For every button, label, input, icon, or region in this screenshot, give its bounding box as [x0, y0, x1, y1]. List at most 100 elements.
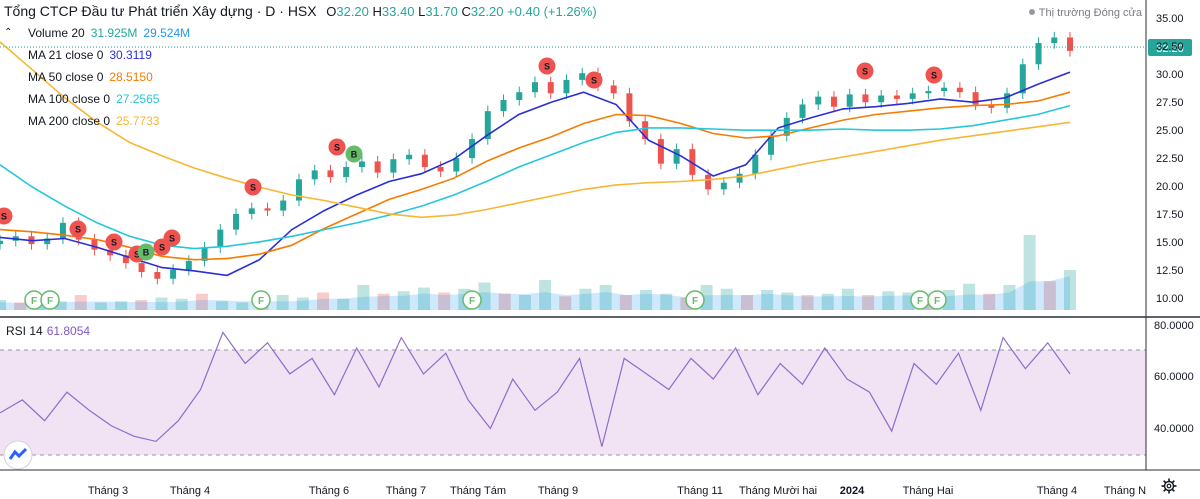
high-label: H: [372, 4, 382, 19]
buy-marker-circle: [345, 145, 363, 163]
candle-body: [280, 200, 287, 211]
candle-body: [1051, 37, 1058, 44]
candle-body: [248, 208, 255, 214]
volume-legend[interactable]: Volume 20 31.925M 29.524M: [28, 26, 190, 40]
moving-averages[interactable]: [0, 41, 1071, 277]
ma21-line: [0, 71, 1071, 277]
sell-marker[interactable]: S: [244, 178, 262, 196]
candle-body: [358, 161, 365, 168]
rsi-pane[interactable]: [0, 318, 1146, 470]
volume-bar: [438, 292, 451, 310]
candle-body: [91, 239, 98, 250]
volume-bar: [942, 290, 955, 310]
rsi-axis[interactable]: 80.0000 60.0000 40.0000: [1154, 320, 1194, 435]
settings-gear-icon[interactable]: [1161, 478, 1177, 499]
time-label: Tháng 4: [170, 485, 210, 497]
sell-marker[interactable]: S: [585, 71, 603, 89]
buy-marker[interactable]: B: [345, 145, 363, 163]
buy-marker-label: B: [351, 150, 358, 160]
sell-marker[interactable]: S: [856, 62, 874, 80]
price-axis[interactable]: 35.00 32.50 30.00 27.50 25.00 22.50 20.0…: [1156, 13, 1184, 305]
financial-marker-label: F: [258, 296, 264, 307]
volume-bar: [740, 295, 753, 310]
candle-body: [657, 139, 664, 164]
ma100-legend-label: MA 100 close 0: [28, 92, 111, 106]
financial-marker[interactable]: F: [910, 290, 930, 310]
time-label: Tháng Hai: [903, 485, 954, 497]
candle-body: [815, 96, 822, 105]
rsi-series-line: [0, 331, 1071, 447]
rsi-legend-label: RSI 14: [6, 324, 43, 338]
sell-marker-label: S: [134, 250, 140, 260]
change-value: +0.40 (+1.26%): [507, 4, 597, 19]
ma50-legend[interactable]: MA 50 close 0 28.5150: [28, 70, 153, 84]
financial-marker-label: F: [469, 296, 475, 307]
financial-marker[interactable]: F: [685, 290, 705, 310]
candle-body: [752, 154, 759, 174]
volume-bar: [841, 288, 854, 310]
tradingview-logo-icon[interactable]: [3, 440, 33, 475]
candle-body: [1067, 37, 1073, 51]
financial-marker[interactable]: F: [462, 290, 482, 310]
price-tick: 10.00: [1156, 293, 1184, 305]
close-label: C: [461, 4, 471, 19]
candle-body: [972, 92, 979, 105]
financial-marker[interactable]: F: [40, 290, 60, 310]
volume-legend-value: 31.925M: [90, 26, 138, 40]
rsi-line[interactable]: [0, 331, 1071, 447]
legend-collapse-chevron-icon[interactable]: ⌃: [4, 27, 13, 38]
candle-body: [295, 179, 302, 201]
price-tick: 17.50: [1156, 209, 1184, 221]
volume-bar: [276, 295, 289, 310]
sell-marker[interactable]: S: [0, 207, 13, 225]
candle-body: [233, 213, 240, 230]
rsi-legend[interactable]: RSI 14 61.8054: [6, 324, 90, 338]
ma100-line: [0, 104, 1071, 250]
financial-marker[interactable]: F: [927, 290, 947, 310]
financial-marker-label: F: [31, 296, 37, 307]
ma21-legend[interactable]: MA 21 close 0 30.3119: [28, 48, 152, 62]
candle-body: [107, 249, 114, 256]
volume-bar: [236, 302, 249, 310]
open-value: 32.20: [336, 4, 369, 19]
ma100-legend[interactable]: MA 100 close 0 27.2565: [28, 92, 159, 106]
candle-body: [862, 94, 869, 103]
ma200-legend[interactable]: MA 200 close 0 25.7733: [28, 114, 159, 128]
candle-body: [453, 158, 460, 172]
volume-bar: [862, 295, 875, 310]
sell-marker[interactable]: S: [538, 57, 556, 75]
volume-bar: [417, 287, 430, 310]
candle-body: [642, 121, 649, 140]
time-axis[interactable]: Tháng 3 Tháng 4 Tháng 6 Tháng 7 Tháng Tá…: [88, 485, 1146, 497]
price-tick: 20.00: [1156, 181, 1184, 193]
sell-marker-label: S: [111, 238, 117, 248]
sell-marker[interactable]: S: [105, 233, 123, 251]
buy-marker[interactable]: B: [137, 243, 155, 261]
candle-body: [516, 92, 523, 101]
sell-marker[interactable]: S: [163, 229, 181, 247]
sell-marker[interactable]: S: [69, 220, 87, 238]
ma21-legend-label: MA 21 close 0: [28, 48, 104, 62]
time-label: Tháng N: [1104, 485, 1146, 497]
volume-bar: [94, 302, 107, 310]
volume-bar: [640, 290, 653, 310]
candle-body: [122, 255, 129, 264]
sell-marker[interactable]: S: [328, 138, 346, 156]
time-label: Tháng 4: [1037, 485, 1077, 497]
financial-marker[interactable]: F: [251, 290, 271, 310]
candle-body: [59, 222, 66, 239]
close-value: 32.20: [470, 4, 504, 19]
ma200-line: [0, 41, 1071, 219]
volume-bar: [539, 280, 552, 310]
sell-marker-circle: [105, 233, 123, 251]
volume-bar: [397, 291, 410, 310]
candlesticks[interactable]: [0, 31, 1073, 285]
symbol-title[interactable]: Tổng CTCP Đầu tư Phát triển Xây dựng · D…: [4, 3, 317, 19]
financial-marker-circle: [927, 290, 947, 310]
volume-bar: [74, 295, 87, 310]
candle-body: [909, 93, 916, 99]
candle-body: [170, 269, 177, 279]
sell-marker[interactable]: S: [925, 66, 943, 84]
candle-body: [563, 79, 570, 94]
